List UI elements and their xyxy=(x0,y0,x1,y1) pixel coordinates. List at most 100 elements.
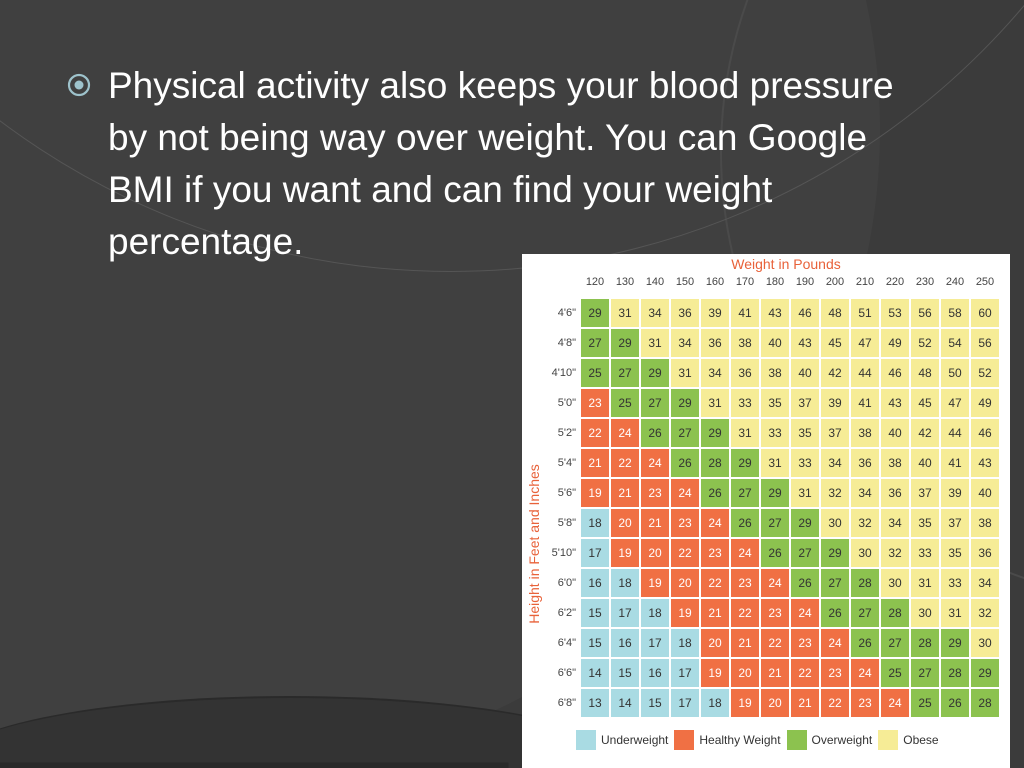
bmi-cell: 54 xyxy=(940,328,970,358)
bmi-cell: 35 xyxy=(790,418,820,448)
bmi-cell: 27 xyxy=(670,418,700,448)
bmi-cell: 37 xyxy=(790,388,820,418)
bmi-cell: 18 xyxy=(610,568,640,598)
bmi-cell: 36 xyxy=(670,298,700,328)
bmi-cell: 23 xyxy=(760,598,790,628)
bmi-cell: 26 xyxy=(760,538,790,568)
bullet-text: Physical activity also keeps your blood … xyxy=(108,65,894,262)
bmi-cell: 29 xyxy=(580,298,610,328)
bmi-cell: 20 xyxy=(700,628,730,658)
bmi-cell: 17 xyxy=(670,688,700,718)
bmi-cell: 40 xyxy=(880,418,910,448)
weight-tick-label: 190 xyxy=(795,276,815,288)
bmi-cell: 33 xyxy=(730,388,760,418)
bmi-cell: 28 xyxy=(910,628,940,658)
bmi-cell: 28 xyxy=(970,688,1000,718)
bmi-cell: 19 xyxy=(730,688,760,718)
bmi-cell: 19 xyxy=(700,658,730,688)
bmi-cell: 25 xyxy=(580,358,610,388)
legend-label: Healthy Weight xyxy=(699,733,781,747)
bmi-cell: 16 xyxy=(580,568,610,598)
bmi-cell: 31 xyxy=(700,388,730,418)
bmi-cell: 50 xyxy=(940,358,970,388)
bmi-cell: 23 xyxy=(850,688,880,718)
bmi-cell: 29 xyxy=(610,328,640,358)
bmi-cell: 33 xyxy=(910,538,940,568)
bmi-cell: 15 xyxy=(580,628,610,658)
bmi-cell: 53 xyxy=(880,298,910,328)
bmi-cell: 27 xyxy=(880,628,910,658)
legend-label: Overweight xyxy=(811,733,873,747)
bmi-cell: 29 xyxy=(760,478,790,508)
bmi-cell: 35 xyxy=(910,508,940,538)
bmi-cell: 35 xyxy=(760,388,790,418)
bmi-cell: 29 xyxy=(730,448,760,478)
weight-tick-label: 150 xyxy=(675,276,695,288)
bmi-cell: 18 xyxy=(670,628,700,658)
circle-dot-bullet-icon xyxy=(67,73,91,97)
bmi-cell: 48 xyxy=(910,358,940,388)
legend-item: Obese xyxy=(878,730,939,750)
bmi-cell: 23 xyxy=(670,508,700,538)
bmi-cell: 31 xyxy=(730,418,760,448)
bmi-cell: 27 xyxy=(820,568,850,598)
bmi-cell: 38 xyxy=(850,418,880,448)
weight-tick-label: 140 xyxy=(645,276,665,288)
bmi-cell: 27 xyxy=(640,388,670,418)
bmi-cell: 37 xyxy=(940,508,970,538)
bmi-cell: 26 xyxy=(790,568,820,598)
height-tick-label: 6'4" xyxy=(557,637,576,649)
weight-tick-label: 130 xyxy=(615,276,635,288)
bmi-cell: 26 xyxy=(940,688,970,718)
bmi-cell: 41 xyxy=(850,388,880,418)
bmi-cell: 21 xyxy=(700,598,730,628)
height-tick-label: 6'6" xyxy=(557,667,576,679)
bmi-cell: 38 xyxy=(970,508,1000,538)
bmi-cell: 36 xyxy=(730,358,760,388)
bmi-cell: 18 xyxy=(640,598,670,628)
bmi-cell: 43 xyxy=(760,298,790,328)
bmi-cell: 24 xyxy=(760,568,790,598)
bmi-cell: 29 xyxy=(970,658,1000,688)
bmi-cell: 41 xyxy=(940,448,970,478)
bmi-cell: 31 xyxy=(640,328,670,358)
bmi-cell: 40 xyxy=(760,328,790,358)
bmi-cell: 16 xyxy=(610,628,640,658)
chart-title: Weight in Pounds xyxy=(731,256,841,272)
legend-label: Underweight xyxy=(601,733,669,747)
bmi-cell: 26 xyxy=(670,448,700,478)
bmi-cell: 46 xyxy=(790,298,820,328)
bmi-cell: 41 xyxy=(730,298,760,328)
bmi-cell: 24 xyxy=(820,628,850,658)
bmi-cell: 15 xyxy=(580,598,610,628)
height-tick-label: 4'6" xyxy=(557,307,576,319)
bmi-cell: 15 xyxy=(610,658,640,688)
bmi-cell: 25 xyxy=(610,388,640,418)
bmi-cell: 22 xyxy=(730,598,760,628)
legend-swatch xyxy=(576,730,596,750)
bmi-cell: 44 xyxy=(850,358,880,388)
bmi-cell: 27 xyxy=(910,658,940,688)
bmi-grid: 29 31 34 36 39 41 43 46 48 51 53 56 58 60 27 29 31 34 36 38… xyxy=(580,298,1000,718)
bmi-cell: 30 xyxy=(910,598,940,628)
bmi-cell: 43 xyxy=(880,388,910,418)
bmi-cell: 17 xyxy=(610,598,640,628)
bmi-cell: 21 xyxy=(790,688,820,718)
bmi-cell: 26 xyxy=(700,478,730,508)
bmi-cell: 17 xyxy=(640,628,670,658)
bmi-cell: 42 xyxy=(820,358,850,388)
weight-tick-label: 180 xyxy=(765,276,785,288)
bmi-cell: 19 xyxy=(670,598,700,628)
weight-tick-label: 230 xyxy=(915,276,935,288)
bmi-cell: 26 xyxy=(820,598,850,628)
height-tick-label: 6'8" xyxy=(557,697,576,709)
bmi-cell: 43 xyxy=(790,328,820,358)
bmi-cell: 29 xyxy=(790,508,820,538)
height-tick-label: 5'2" xyxy=(557,427,576,439)
bmi-cell: 47 xyxy=(940,388,970,418)
bmi-cell: 45 xyxy=(820,328,850,358)
bmi-cell: 46 xyxy=(970,418,1000,448)
bmi-cell: 31 xyxy=(670,358,700,388)
bmi-cell: 13 xyxy=(580,688,610,718)
